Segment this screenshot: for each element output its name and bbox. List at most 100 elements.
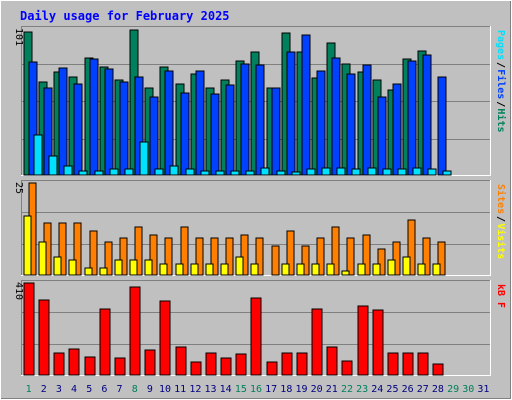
bar-files-day-4 (73, 83, 83, 176)
bar-pages-day-14 (230, 170, 240, 176)
bar-sites-day-24 (377, 248, 386, 276)
legend-files-label: Files (495, 69, 507, 99)
bar-visits-day-1 (23, 215, 32, 276)
bar-kb-f-day-16 (250, 297, 262, 376)
bar-files-day-21 (331, 57, 341, 176)
bar-kb-f-day-25 (387, 352, 399, 376)
bar-files-day-8 (134, 76, 144, 176)
bar-sites-day-13 (210, 237, 219, 276)
bar-visits-day-25 (387, 259, 396, 276)
legend--label: / (495, 216, 506, 222)
x-tick-day-19: 19 (295, 384, 307, 395)
x-tick-day-24: 24 (371, 384, 383, 395)
bar-kb-f-day-8 (129, 286, 141, 376)
bar-pages-day-22 (351, 168, 361, 176)
bar-pages-day-6 (109, 168, 119, 176)
bar-kb-f-day-18 (281, 352, 293, 376)
bar-pages-day-19 (306, 168, 316, 176)
y-max-label: 410 (13, 282, 24, 300)
bar-visits-day-22 (341, 270, 350, 276)
bar-files-day-7 (119, 81, 129, 176)
bar-kb-f-day-15 (235, 353, 247, 376)
bar-kb-f-day-11 (175, 346, 187, 376)
bar-pages-day-23 (367, 167, 377, 176)
x-tick-day-8: 8 (132, 384, 138, 395)
bar-visits-day-6 (99, 267, 108, 276)
bar-files-day-14 (225, 84, 235, 176)
x-tick-day-30: 30 (462, 384, 474, 395)
bar-visits-day-2 (38, 241, 47, 276)
x-tick-day-12: 12 (189, 384, 201, 395)
bar-kb-f-day-14 (220, 357, 232, 376)
bar-pages-day-11 (185, 168, 195, 176)
bar-files-day-6 (104, 68, 114, 176)
bar-pages-day-13 (215, 170, 225, 176)
bar-kb-f-day-19 (296, 352, 308, 376)
y-max-label: 25 (13, 182, 24, 194)
bar-files-day-16 (255, 64, 265, 176)
bar-sites-day-21 (331, 226, 340, 276)
x-tick-day-21: 21 (326, 384, 338, 395)
bar-kb-f-day-6 (99, 308, 111, 376)
bar-pages-day-18 (291, 171, 301, 176)
bar-files-day-3 (58, 67, 68, 176)
x-tick-day-25: 25 (386, 384, 398, 395)
x-tick-day-13: 13 (204, 384, 216, 395)
bar-files-day-15 (240, 63, 250, 176)
bar-kb-f-day-12 (190, 361, 202, 376)
bar-sites-day-3 (58, 222, 67, 276)
bar-pages-day-15 (245, 170, 255, 176)
bar-pages-day-25 (397, 168, 407, 176)
bar-sites-day-8 (134, 226, 143, 276)
bar-pages-day-20 (321, 167, 331, 176)
bar-sites-day-9 (149, 234, 158, 276)
bar-files-day-11 (180, 92, 190, 176)
bar-visits-day-16 (250, 263, 259, 276)
bar-files-day-5 (89, 58, 99, 176)
bar-kb-f-day-9 (144, 349, 156, 376)
bar-visits-day-15 (235, 256, 244, 276)
bar-files-day-26 (407, 60, 417, 176)
bar-visits-day-19 (296, 263, 305, 276)
x-tick-day-9: 9 (147, 384, 153, 395)
x-tick-day-26: 26 (402, 384, 414, 395)
bar-kb-f-day-20 (311, 308, 323, 376)
y-max-label: 101 (13, 28, 24, 46)
legend-kbf-label: kB F (495, 284, 506, 308)
legend-sites-label: Sites (495, 184, 507, 214)
x-tick-day-15: 15 (235, 384, 247, 395)
bar-visits-day-8 (129, 259, 138, 276)
chart-title: Daily usage for February 2025 (20, 9, 230, 23)
bar-kb-f-day-1 (23, 282, 35, 376)
bar-sites-day-4 (73, 222, 82, 276)
bar-pages-day-24 (382, 168, 392, 176)
bar-sites-day-25 (392, 241, 401, 276)
bar-sites-day-6 (104, 241, 113, 276)
bar-pages-day-4 (78, 170, 88, 176)
bar-pages-day-16 (260, 167, 270, 176)
bar-visits-day-18 (281, 263, 290, 276)
bar-visits-day-12 (190, 263, 199, 276)
x-tick-day-22: 22 (341, 384, 353, 395)
bar-files-day-19 (301, 34, 311, 176)
x-tick-day-10: 10 (159, 384, 171, 395)
bar-files-day-20 (316, 70, 326, 176)
bar-sites-day-11 (180, 226, 189, 276)
bar-sites-day-14 (225, 237, 234, 276)
legend--label: / (495, 62, 506, 68)
bar-sites-day-18 (286, 230, 295, 276)
bar-pages-day-9 (154, 168, 164, 176)
bar-sites-day-10 (164, 237, 173, 276)
bar-pages-day-3 (63, 165, 73, 176)
bar-files-day-18 (286, 51, 296, 176)
bar-sites-day-16 (255, 237, 264, 276)
bar-pages-day-27 (427, 168, 437, 176)
legend-pages-label: Pages (495, 30, 506, 60)
bar-sites-day-17 (271, 245, 280, 276)
bar-files-day-24 (377, 96, 387, 176)
bar-kb-f-day-26 (402, 352, 414, 376)
bar-kb-f-day-23 (357, 305, 369, 376)
bar-visits-day-27 (417, 263, 426, 276)
